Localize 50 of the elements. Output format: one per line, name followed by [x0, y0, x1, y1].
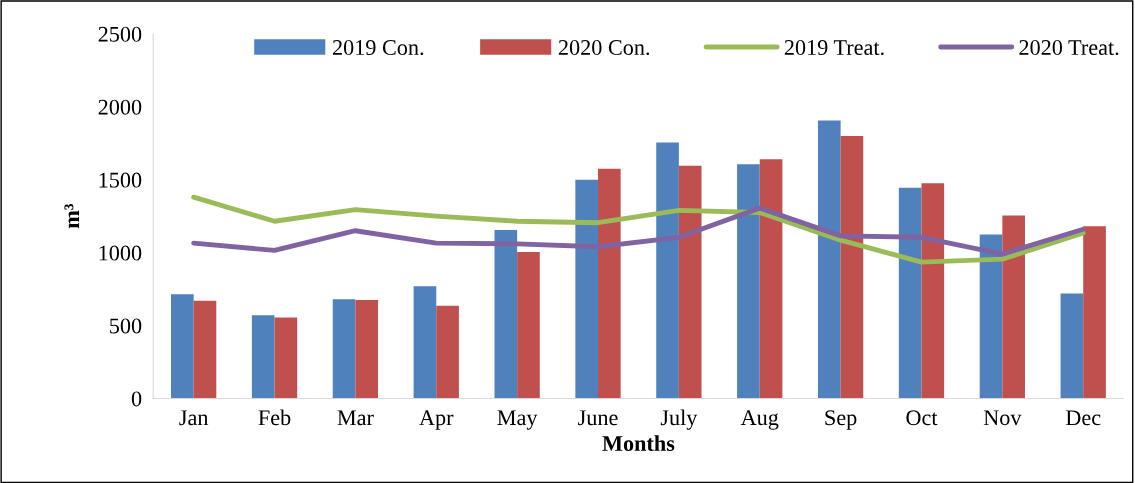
x-tick-label: Nov [983, 410, 1022, 426]
x-tick-label: June [578, 410, 618, 426]
bar [656, 142, 679, 399]
bar [678, 165, 702, 399]
bar [979, 234, 1003, 399]
bar [413, 286, 437, 399]
bar [436, 305, 459, 399]
bar [737, 164, 760, 399]
bar [598, 168, 621, 399]
y-tick-label: 1500 [99, 172, 142, 188]
bar [1002, 215, 1025, 399]
bar [759, 159, 783, 399]
x-tick-label: Aug [740, 410, 779, 430]
x-tick-label: May [497, 410, 538, 430]
y-tick-label: 2500 [98, 26, 142, 42]
bar [193, 300, 217, 399]
bar [921, 183, 945, 399]
x-tick-label: Apr [419, 410, 454, 430]
y-axis-title: m³ [64, 204, 80, 229]
line-series [191, 205, 1086, 257]
x-tick-label: Dec [1065, 410, 1101, 426]
bar [171, 294, 194, 399]
bar [898, 187, 922, 399]
x-tick-label: July [660, 409, 698, 430]
bar [575, 179, 598, 399]
x-axis-title: Months [602, 435, 675, 451]
x-tick-label: Mar [337, 410, 374, 426]
bar [817, 120, 841, 399]
bar [251, 315, 275, 399]
y-tick-label: 1000 [99, 245, 142, 261]
bar [517, 251, 540, 399]
bar [274, 317, 298, 399]
y-tick-label: 0 [131, 391, 142, 407]
x-tick-label: Oct [906, 410, 938, 426]
x-tick-label: Feb [258, 409, 291, 426]
bar [494, 230, 518, 399]
y-tick-label: 500 [110, 318, 142, 334]
x-tick-label: Sep [825, 410, 857, 430]
bar [332, 299, 356, 399]
bar [1060, 293, 1084, 399]
y-tick-label: 2000 [98, 99, 142, 115]
bar [840, 135, 864, 399]
legend-label: 2019 Con. [332, 40, 424, 56]
legend-label: 2020 Con. [558, 40, 650, 56]
legend-label: 2019 Treat. [784, 40, 884, 56]
bar [355, 300, 379, 399]
legend-label: 2020 Treat. [1019, 40, 1119, 56]
bar [1083, 226, 1106, 399]
x-tick-label: Jan [179, 410, 209, 426]
line-series [191, 194, 1086, 265]
